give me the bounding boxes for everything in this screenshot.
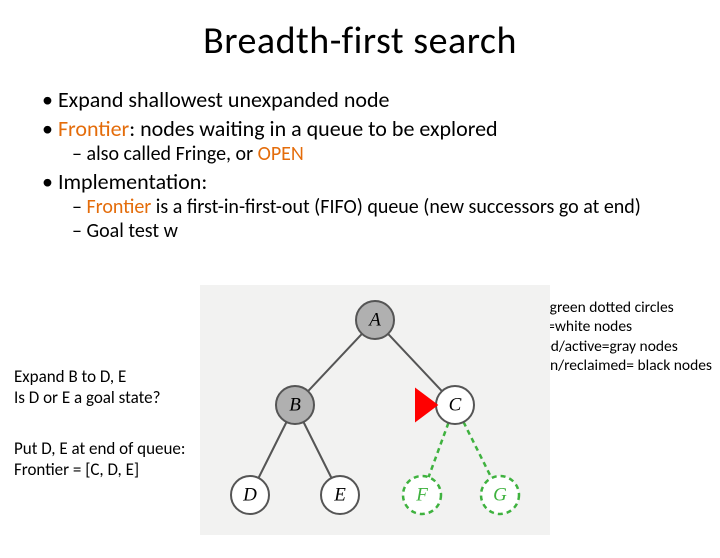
bullet-3-sub1: Frontier is a first-in-first-out (FIFO) … [72, 195, 700, 219]
node-label-C: C [449, 395, 462, 416]
node-label-F: F [415, 485, 428, 506]
node-label-G: G [493, 485, 507, 506]
node-label-E: E [333, 485, 346, 506]
slide-title: Breadth-first search [0, 18, 720, 64]
open-word: OPEN [258, 142, 304, 166]
bullet-3: Implementation: Frontier is a first-in-f… [42, 168, 700, 243]
annotation-expand: Expand B to D, E Is D or E a goal state? [14, 366, 160, 409]
bullet-2-rest: : nodes waiting in a queue to be explore… [129, 115, 497, 142]
annot1-line1: Expand B to D, E [14, 366, 160, 387]
bullet-2: Frontier: nodes waiting in a queue to be… [42, 115, 700, 166]
annot2-line1: Put D, E at end of queue: [14, 438, 185, 459]
annot1-line2: Is D or E a goal state? [14, 387, 160, 408]
node-label-D: D [242, 485, 257, 506]
annotation-queue: Put D, E at end of queue: Frontier = [C,… [14, 438, 185, 481]
b3-sub1-b: is a first-in-first-out (FIFO) queue (ne… [151, 195, 641, 219]
bullet-content: Expand shallowest unexpanded node Fronti… [42, 86, 700, 243]
node-label-B: B [289, 395, 301, 416]
frontier-word: Frontier [58, 115, 129, 142]
search-tree-diagram: A B C D E F G [200, 280, 550, 540]
bullet-2-sub: also called Fringe, or OPEN [72, 142, 700, 166]
bullet-1: Expand shallowest unexpanded node [42, 86, 700, 113]
annot2-line2: Frontier = [C, D, E] [14, 459, 185, 480]
b2-sub-a: also called Fringe, or [86, 142, 257, 166]
frontier-word2: Frontier [86, 195, 151, 219]
node-label-A: A [367, 310, 381, 331]
impl-word: Implementation: [58, 168, 207, 195]
bullet-3-sub2: Goal test w [72, 219, 700, 243]
